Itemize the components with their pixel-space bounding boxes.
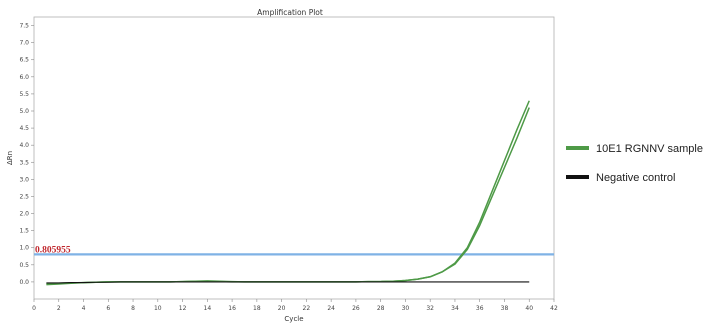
x-axis-ticks: 0 2 4 6 8 10 12 14 16 18 20 22 24 26 28 30 32 34 36 38 40 42 <box>32 299 558 312</box>
y-tick-label: 0.0 <box>19 279 29 286</box>
x-tick-label: 2 <box>57 305 61 312</box>
threshold-value-label: 0.805955 <box>35 245 71 255</box>
y-tick-label: 6.5 <box>19 57 29 64</box>
x-tick-label: 24 <box>327 305 335 312</box>
chart-title: Amplification Plot <box>257 8 323 17</box>
x-tick-label: 20 <box>278 305 286 312</box>
y-tick-label: 4.5 <box>19 125 29 132</box>
x-tick-label: 18 <box>253 305 261 312</box>
y-tick-label: 6.0 <box>19 74 29 81</box>
y-tick-label: 2.0 <box>19 211 29 218</box>
legend: 10E1 RGNNV sample Negative control <box>566 143 703 184</box>
y-tick-label: 7.0 <box>19 40 29 47</box>
x-tick-label: 30 <box>402 305 410 312</box>
x-tick-label: 34 <box>451 305 459 312</box>
x-tick-label: 42 <box>550 305 558 312</box>
x-tick-label: 22 <box>303 305 311 312</box>
legend-item-negative-control[interactable]: Negative control <box>566 172 676 184</box>
y-tick-label: 7.5 <box>19 23 29 30</box>
x-tick-label: 10 <box>154 305 162 312</box>
y-tick-label: 5.0 <box>19 108 29 115</box>
x-tick-label: 14 <box>204 305 212 312</box>
y-tick-label: 3.0 <box>19 176 29 183</box>
y-tick-label: 1.0 <box>19 245 29 252</box>
x-tick-label: 4 <box>82 305 86 312</box>
y-tick-label: 1.5 <box>19 228 29 235</box>
x-tick-label: 8 <box>131 305 135 312</box>
y-tick-label: 4.0 <box>19 142 29 149</box>
x-tick-label: 6 <box>106 305 110 312</box>
x-tick-label: 16 <box>228 305 236 312</box>
x-tick-label: 32 <box>426 305 434 312</box>
x-tick-label: 36 <box>476 305 484 312</box>
y-tick-label: 3.5 <box>19 159 29 166</box>
legend-label-negative-control: Negative control <box>596 172 676 184</box>
y-tick-label: 2.5 <box>19 193 29 200</box>
y-axis-title: ΔRn <box>6 151 14 165</box>
x-tick-label: 12 <box>179 305 187 312</box>
x-axis-title: Cycle <box>284 315 303 323</box>
plot-area-frame <box>33 16 555 300</box>
series-line-negative-control <box>46 281 530 284</box>
x-tick-label: 38 <box>501 305 509 312</box>
y-axis-ticks: 0.0 0.5 1.0 1.5 2.0 2.5 3.0 3.5 4.0 4.5 5.0 5.5 6.0 6… <box>19 23 34 286</box>
series-layer <box>46 100 530 286</box>
x-tick-label: 26 <box>352 305 360 312</box>
legend-item-sample[interactable]: 10E1 RGNNV sample <box>566 143 703 155</box>
x-tick-label: 28 <box>377 305 385 312</box>
legend-label-sample: 10E1 RGNNV sample <box>596 143 703 155</box>
y-tick-label: 5.5 <box>19 91 29 98</box>
y-tick-label: 0.5 <box>19 262 29 269</box>
x-tick-label: 0 <box>32 305 36 312</box>
x-tick-label: 40 <box>525 305 533 312</box>
